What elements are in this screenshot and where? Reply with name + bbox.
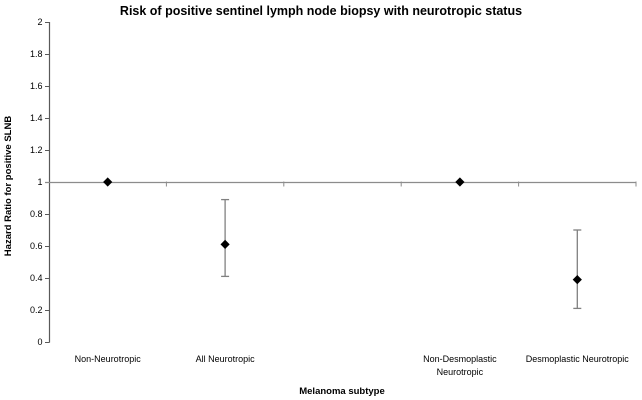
x-axis-title: Melanoma subtype [299,386,385,397]
data-point-marker [455,177,465,187]
y-tick-label: 0.2 [30,305,43,315]
y-tick-label: 1.4 [30,113,43,123]
y-tick-label: 1.2 [30,145,43,155]
error-bar [221,198,230,278]
y-tick-label: 1.6 [30,81,43,91]
y-tick-label: 0.8 [30,209,43,219]
data-points-group [103,177,582,310]
y-tick-label: 0.4 [30,273,43,283]
category-label: Desmoplastic Neurotropic [526,354,630,364]
data-point-marker [220,239,230,249]
category-label: Neurotropic [437,367,484,377]
y-tick-label: 2 [37,17,42,27]
axes-group: 2 1.8 1.6 1.4 1.2 1 0.8 0.6 0.4 0.2 0 [30,17,637,347]
y-tick-label: 0 [37,337,42,347]
y-tick-label: 0.6 [30,241,43,251]
data-point-marker [572,275,582,285]
data-point-marker [103,177,113,187]
category-label: All Neurotropic [196,354,256,364]
category-labels-group: Non-Neurotropic All Neurotropic Non-Desmop… [75,354,630,377]
y-tick-label: 1 [37,177,42,187]
category-label: Non-Neurotropic [75,354,142,364]
y-axis-title: Hazard Ratio for positive SLNB [3,116,14,257]
category-label: Non-Desmoplastic [423,354,497,364]
error-bar [573,229,582,310]
chart-title: Risk of positive sentinel lymph node bio… [120,4,522,18]
y-tick-label: 1.8 [30,49,43,59]
